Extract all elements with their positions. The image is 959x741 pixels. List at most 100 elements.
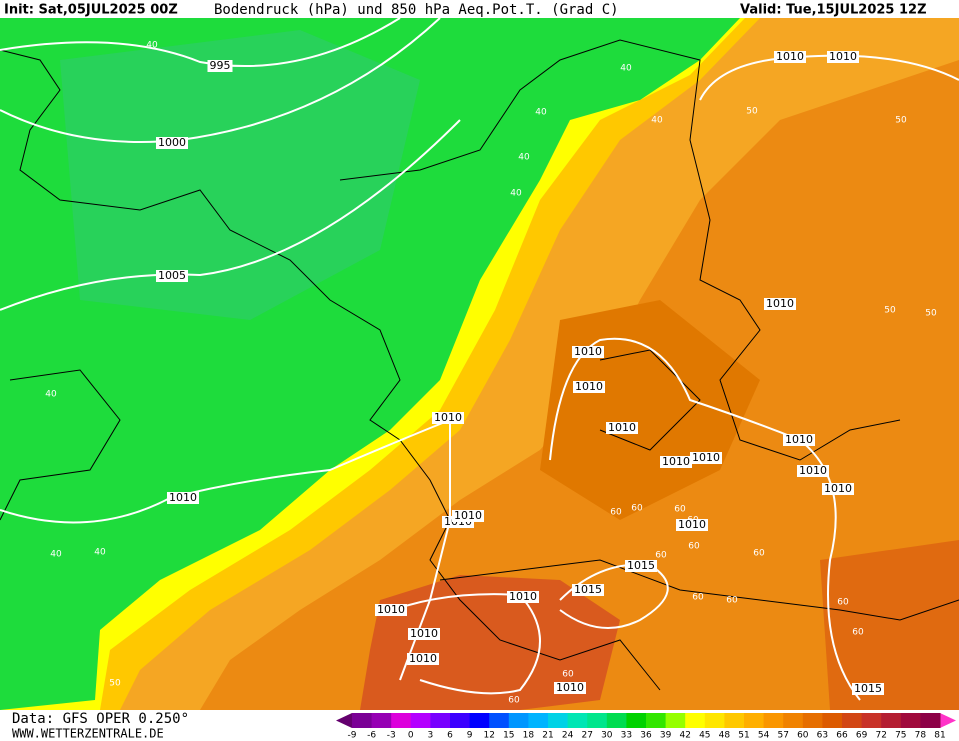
isotherm-label: 60 [726,596,738,606]
isobar-label-bg [375,604,407,616]
color-box [842,713,863,728]
valid-time: Valid: Tue,15JUL2025 12Z [740,3,927,18]
color-box [665,713,686,728]
colorbar-tick-label: 78 [915,731,927,741]
isotherm-label: 50 [109,679,121,689]
isotherm-label: 40 [510,189,522,199]
colorbar-tick-label: 36 [640,731,652,741]
colorbar-tick-label: 0 [408,731,414,741]
isobar-label-bg [207,60,233,72]
isobar-label: 1010 [678,518,706,531]
color-box [606,713,627,728]
colorbar-tick-label: 75 [895,731,906,741]
colorbar-tick-label: 45 [699,731,710,741]
color-box [822,713,843,728]
border [0,369,121,521]
colorbar-tick-label: 21 [542,731,553,741]
colorbar-tick-label: -9 [348,731,357,741]
map-title: Bodendruck (hPa) und 850 hPa Aeq.Pot.T. … [214,2,619,18]
isobar-label-bg [572,346,604,358]
isobar-label: 1010 [776,50,804,63]
isobar-label-bg [797,465,829,477]
color-box [900,713,921,728]
isobar [379,593,541,695]
isobar-label: 995 [210,59,231,72]
isotherm-label: 60 [508,696,520,706]
isobar-label: 1010 [410,627,438,640]
isobar [549,337,861,701]
colorbar-tick-label: 63 [817,731,828,741]
isobar-label-bg [156,137,188,149]
border [439,559,959,621]
colorbar-tick-label: 51 [738,731,749,741]
isobar [0,119,461,311]
isobar-label: 1010 [799,464,827,477]
isobar-label: 1010 [377,603,405,616]
colorbar-tick-label: -3 [387,731,396,741]
colorbar-tick-label: 27 [581,731,592,741]
isotherm-label: 40 [45,390,57,400]
border [0,49,661,691]
isobar [0,17,441,143]
colorbar-tick-label: 9 [467,731,473,741]
color-box [450,713,471,728]
color-box [371,713,392,728]
colorbar-tick-label: 54 [758,731,770,741]
isobar-label-bg [822,483,854,495]
isobar-label-bg [572,584,604,596]
isobar-label: 1010 [574,345,602,358]
color-box [861,713,882,728]
isobar-label: 1005 [158,269,186,282]
isotherm-label: 50 [925,309,937,319]
colorbar: -9 -6 -3 0 3 6 9 12 15 18 21 24 27 30 33 36 39 42 45 48 51 54… [336,713,956,741]
isobar-label-bg [167,492,199,504]
colorbar-tick-label: 66 [836,731,848,741]
isobar-label-bg [676,519,708,531]
isobar-label-bg [432,412,464,424]
high-arrow [940,713,956,728]
isobar-label: 1015 [574,583,602,596]
colorbar-tick-label: 60 [797,731,809,741]
colorbar-tick-label: 3 [428,731,434,741]
isotherm-label: 60 [562,670,574,680]
colorbar-tick-label: 72 [875,731,886,741]
isobar-label-bg [827,51,859,63]
color-box [567,713,588,728]
isobar-label: 1010 [409,652,437,665]
colorbar-tick-label: 12 [483,731,494,741]
isotherm-label: 40 [620,64,632,74]
isobar-label-bg [690,452,722,464]
colorbar-tick-label: 48 [719,731,731,741]
color-box [528,713,549,728]
color-box [430,713,451,728]
color-box [685,713,706,728]
colorbar-tick-label: 18 [523,731,535,741]
isobar-label-bg [452,510,484,522]
isotherm-label: 40 [94,548,106,558]
color-box [352,713,373,728]
red-field [360,575,620,710]
isotherm-label: 60 [655,551,667,561]
low-arrow [336,713,352,728]
isobar-label-bg [554,682,586,694]
colorbar-tick-label: 15 [503,731,514,741]
isotherm-label: 60 [631,504,643,514]
color-box [626,713,647,728]
isobar-label-bg [606,422,638,434]
isotherm-label: 60 [610,508,622,518]
site: WWW.WETTERZENTRALE.DE [12,727,164,741]
isobar-label-bg [156,270,188,282]
color-box [410,713,431,728]
dark-orange-field [820,540,959,710]
isobar-label: 1015 [627,559,655,572]
colorbar-tick-label: 57 [777,731,788,741]
color-box [391,713,412,728]
color-box [489,713,510,728]
isotherm-label: 60 [753,549,765,559]
isotherm-label: 40 [651,116,663,126]
isobar-label-bg [625,560,657,572]
isotherm-label: 60 [688,542,700,552]
isobar-label-bg [660,456,692,468]
color-box [508,713,529,728]
